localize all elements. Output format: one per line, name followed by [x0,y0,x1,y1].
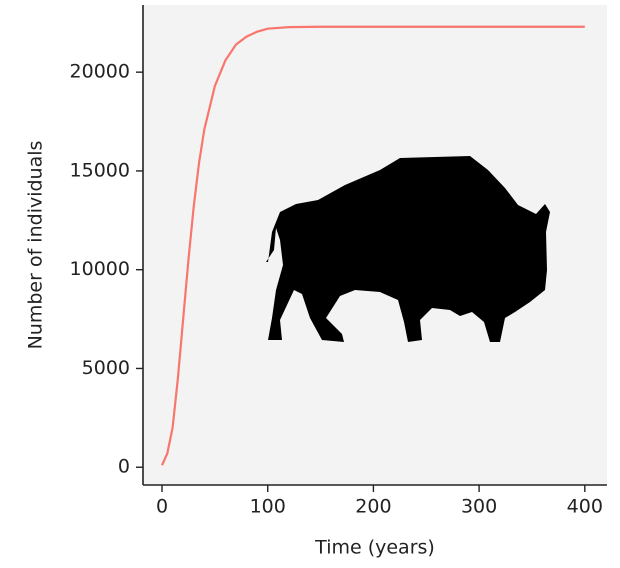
y-tick-label: 15000 [70,159,130,181]
y-tick-label: 0 [118,456,130,478]
x-axis-label: Time (years) [314,537,435,559]
growth-line [161,25,585,466]
y-tick-label: 20000 [70,61,130,83]
y-tick-label: 5000 [82,357,130,379]
y-axis-label: Number of individuals [25,141,47,350]
y-tick-label: 10000 [70,258,130,280]
bison-silhouette [266,156,550,342]
x-tick-label: 100 [250,496,286,518]
x-tick-label: 0 [156,496,168,518]
x-tick-label: 400 [567,496,603,518]
x-tick-label: 300 [461,496,497,518]
x-tick-label: 200 [355,496,391,518]
